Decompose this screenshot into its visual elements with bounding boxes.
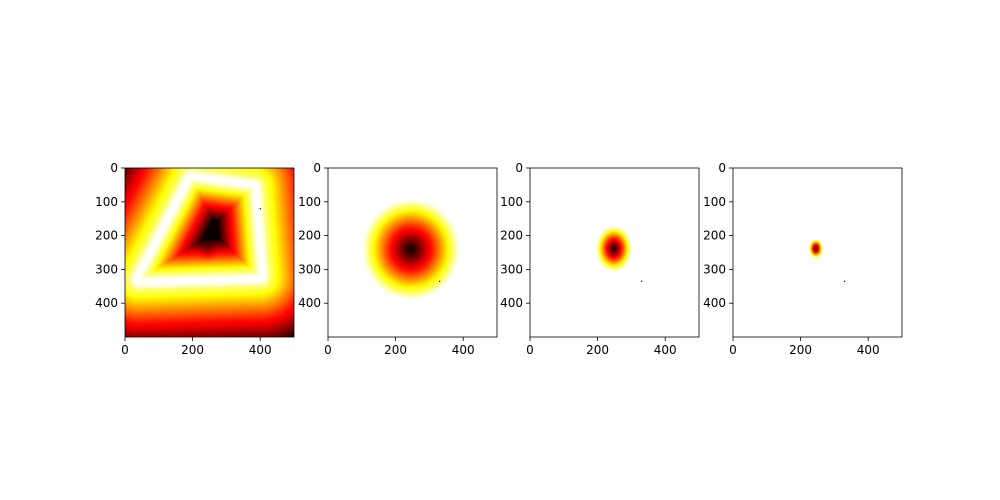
y-tick-label: 0 [515, 161, 523, 175]
y-tick-label: 0 [313, 161, 321, 175]
marker-point [641, 280, 643, 282]
heatmap-image [125, 168, 294, 337]
heatmap-panel-3: 0 200 400 0 100 200 300 400 [500, 161, 700, 357]
y-tick-label: 300 [298, 262, 321, 276]
axes-frame [124, 167, 295, 338]
y-tick-label: 400 [298, 296, 321, 310]
marker-point [439, 280, 441, 282]
y-tick-label: 100 [298, 195, 321, 209]
marker-point [844, 280, 846, 282]
x-tick-label: 0 [324, 343, 332, 357]
y-tick-label: 100 [500, 195, 523, 209]
x-tick-label: 200 [384, 343, 407, 357]
axes-frame [732, 167, 903, 338]
x-tick-label: 200 [181, 343, 204, 357]
x-tick-label: 0 [729, 343, 737, 357]
y-tick-label: 100 [703, 195, 726, 209]
heatmap-image [530, 168, 699, 337]
x-tick-label: 200 [789, 343, 812, 357]
heatmap-image [733, 168, 902, 337]
y-tick-label: 0 [718, 161, 726, 175]
heatmap-panel-1: 0 200 400 0 100 200 300 400 [95, 161, 295, 357]
x-tick-label: 400 [452, 343, 475, 357]
y-tick-label: 300 [703, 262, 726, 276]
y-tick-label: 400 [500, 296, 523, 310]
y-tick-label: 100 [95, 195, 118, 209]
heatmap-panel-4: 0 200 400 0 100 200 300 400 [703, 161, 903, 357]
y-tick-label: 300 [500, 262, 523, 276]
axes-frame [327, 167, 498, 338]
y-tick-label: 0 [110, 161, 118, 175]
marker-point [259, 208, 261, 210]
y-tick-label: 200 [703, 229, 726, 243]
y-tick-label: 200 [298, 229, 321, 243]
x-tick-label: 400 [249, 343, 272, 357]
y-tick-label: 400 [703, 296, 726, 310]
y-tick-label: 300 [95, 262, 118, 276]
heatmap-image [328, 168, 497, 337]
heatmap-panel-2: 0 200 400 0 100 200 300 400 [298, 161, 498, 357]
x-tick-label: 0 [121, 343, 129, 357]
heatmap-panels: 0 200 400 0 100 200 300 400 0 200 400 0 100 200 300 400… [95, 161, 903, 357]
axes-frame [529, 167, 700, 338]
y-tick-label: 200 [95, 229, 118, 243]
x-tick-label: 200 [586, 343, 609, 357]
x-tick-label: 400 [654, 343, 677, 357]
y-tick-label: 200 [500, 229, 523, 243]
x-tick-label: 400 [857, 343, 880, 357]
x-tick-label: 0 [526, 343, 534, 357]
y-tick-label: 400 [95, 296, 118, 310]
